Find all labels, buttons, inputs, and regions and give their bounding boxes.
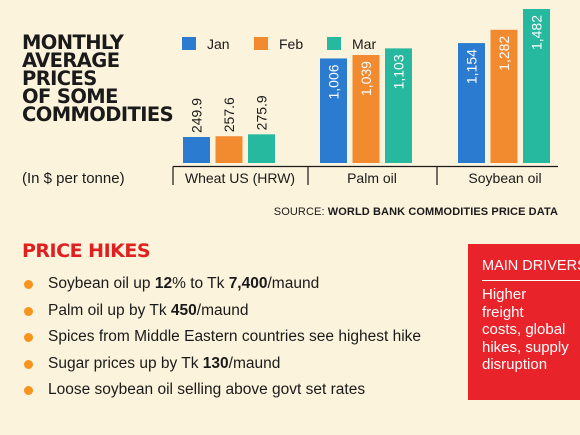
source-note: SOURCE: WORLD BANK COMMODITIES PRICE DAT… <box>274 206 558 218</box>
price-hike-item: Loose soybean oil selling above govt set… <box>22 377 462 404</box>
legend-swatch-mar <box>327 37 341 50</box>
source-prefix: SOURCE: <box>273 206 328 218</box>
title-line: COMMODITIES <box>22 103 174 126</box>
hike-figure: 130 <box>202 354 229 372</box>
main-drivers-divider <box>482 280 580 281</box>
legend-label-jan: Jan <box>207 36 230 52</box>
bullet-dot-icon <box>24 280 33 289</box>
bullet-dot-icon <box>24 359 33 369</box>
bar <box>320 58 347 163</box>
main-drivers-text: Higher freight costs, global hikes, supp… <box>482 286 580 374</box>
bar-value-label: 257.6 <box>221 97 237 132</box>
category-label: Soybean oil <box>468 170 541 186</box>
price-hikes-list: Soybean oil up 12% to Tk 7,400/maund Palm… <box>22 271 462 404</box>
bar-value-label: 1,006 <box>326 64 342 99</box>
bar <box>490 29 518 163</box>
hike-figure: 7,400 <box>228 275 268 292</box>
drivers-line: disruption <box>482 356 548 373</box>
bar-value-label: 1,103 <box>391 54 407 89</box>
price-hikes-heading: PRICE HIKES <box>22 240 151 262</box>
bar-value-label: 1,154 <box>464 49 480 84</box>
bar <box>352 55 380 163</box>
chart-title: MONTHLY AVERAGE PRICES OF SOME COMMODITI… <box>22 31 174 126</box>
title-line: OF SOME <box>22 85 118 108</box>
legend-swatch-feb <box>254 37 268 50</box>
hike-text: /maund <box>267 275 320 292</box>
title-line: MONTHLY <box>22 31 124 54</box>
hike-text: Loose soybean oil selling above govt set… <box>48 381 366 399</box>
bar-value-label: 1,039 <box>358 61 374 96</box>
bullet-dot-icon <box>24 386 33 396</box>
legend-label-feb: Feb <box>279 36 304 52</box>
legend-swatch-jan <box>182 37 196 50</box>
bar-value-label: 249.9 <box>189 98 205 133</box>
hike-text: % to Tk <box>172 275 229 292</box>
bar-chart: 249.9 257.6 275.9 Wheat US (HRW) 1,006 1,039 1… <box>172 8 558 186</box>
drivers-line: Higher <box>482 286 527 303</box>
bar-value-label: 275.9 <box>254 95 270 130</box>
price-hike-item: Soybean oil up 12% to Tk 7,400/maund <box>22 271 462 298</box>
main-drivers-panel: MAIN DRIVERS Higher freight costs, globa… <box>468 244 580 400</box>
hike-text: Sugar prices up by Tk <box>48 354 203 372</box>
price-hike-item: Spices from Middle Eastern countries see… <box>22 324 462 351</box>
category-label: Palm oil <box>347 170 397 186</box>
drivers-line: hikes, supply <box>482 338 569 356</box>
source-name: WORLD BANK COMMODITIES PRICE DATA <box>327 206 558 218</box>
title-line: PRICES <box>22 67 97 90</box>
title-line: AVERAGE <box>22 49 120 72</box>
hike-text: Palm oil up by Tk <box>48 301 171 319</box>
category-label: Wheat US (HRW) <box>185 170 295 186</box>
price-hike-item: Palm oil up by Tk 450/maund <box>22 298 462 325</box>
bar <box>183 137 210 163</box>
drivers-line: costs, global <box>482 321 566 338</box>
hike-figure: 450 <box>170 301 197 319</box>
hike-text: /maund <box>228 354 281 372</box>
bar-value-label: 1,482 <box>529 15 545 50</box>
bar <box>458 43 485 163</box>
bar <box>215 136 243 163</box>
bullet-dot-icon <box>24 333 33 343</box>
drivers-line: freight <box>482 303 524 321</box>
bullet-dot-icon <box>24 306 33 316</box>
bar <box>248 134 275 163</box>
hike-figure: 12 <box>154 275 173 292</box>
price-hike-item: Sugar prices up by Tk 130/maund <box>22 351 462 378</box>
unit-note: (In $ per tonne) <box>22 170 125 187</box>
hike-text: /maund <box>196 301 249 319</box>
legend-label-mar: Mar <box>352 36 377 52</box>
hike-text: Spices from Middle Eastern countries see… <box>48 328 422 346</box>
main-drivers-heading: MAIN DRIVERS <box>482 258 580 274</box>
bar <box>523 8 550 163</box>
hike-text: Soybean oil up <box>48 275 155 292</box>
bar-value-label: 1,282 <box>496 36 512 71</box>
bar <box>385 48 412 163</box>
